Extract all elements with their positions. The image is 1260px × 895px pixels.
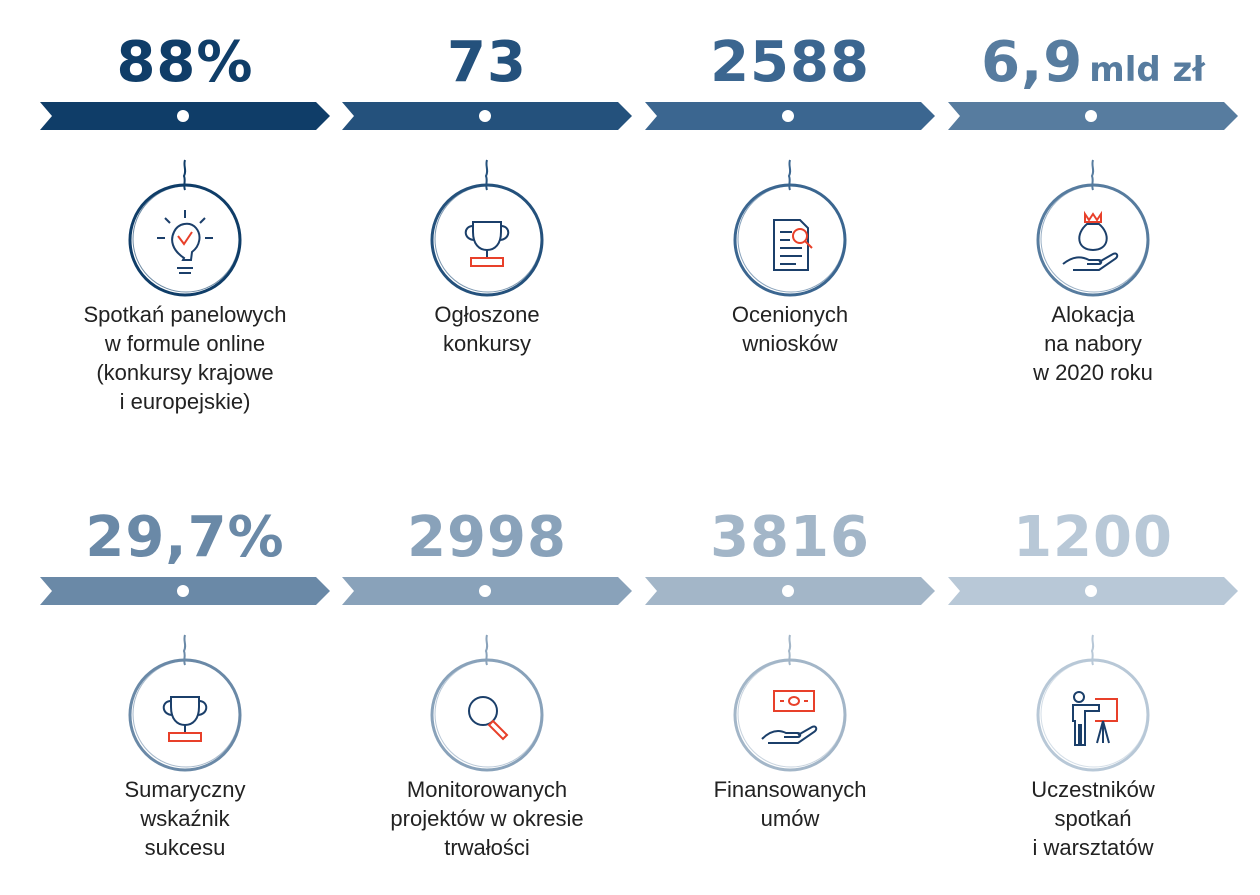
- stat-number: 2998: [407, 505, 567, 570]
- stat-number: 3816: [710, 505, 870, 570]
- stat-number: 1200: [1013, 505, 1173, 570]
- stat-label: Uczestników spotkań i warsztatów: [1031, 777, 1155, 860]
- ribbon-banner: [342, 102, 632, 130]
- banknote-hand-icon: [733, 634, 847, 772]
- stat-label: Ogłoszone konkursy: [434, 302, 540, 356]
- stat-value: 1200: [948, 503, 1238, 573]
- stat-number: 6,9: [981, 30, 1084, 95]
- trophy-icon: [128, 634, 242, 772]
- ribbon-banner: [342, 577, 632, 605]
- stat-value: 88%: [40, 28, 330, 98]
- stat-number: 29,7%: [85, 505, 285, 570]
- ribbon-banner: [948, 102, 1238, 130]
- stat-number: 88%: [116, 30, 254, 95]
- magnifier-icon: [430, 634, 544, 772]
- stat-value: 6,9 mld zł: [948, 28, 1238, 98]
- stat-number: 2588: [710, 30, 870, 95]
- stat-number: 73: [447, 30, 527, 95]
- ribbon-banner: [645, 102, 935, 130]
- stat-value: 73: [342, 28, 632, 98]
- presenter-board-icon: [1036, 634, 1150, 772]
- document-search-icon: [733, 159, 847, 297]
- stat-label: Ocenionych wniosków: [731, 302, 849, 356]
- stat-value: 3816: [645, 503, 935, 573]
- stat-label: Spotkań panelowych w formule online (kon…: [83, 302, 287, 414]
- ribbon-banner: [40, 102, 330, 130]
- money-bag-hand-icon: [1036, 159, 1150, 297]
- stat-value: 2588: [645, 28, 935, 98]
- lightbulb-check-icon: [128, 159, 242, 297]
- stat-unit: mld zł: [1089, 50, 1205, 90]
- ribbon-banner: [948, 577, 1238, 605]
- trophy-icon: [430, 159, 544, 297]
- ribbon-banner: [40, 577, 330, 605]
- ribbon-banner: [645, 577, 935, 605]
- stat-label: Monitorowanych projektów w okresie trwał…: [390, 777, 584, 860]
- stat-value: 29,7%: [40, 503, 330, 573]
- stat-label: Alokacja na nabory w 2020 roku: [1033, 302, 1153, 385]
- stat-label: Finansowanych umów: [713, 777, 867, 831]
- stat-value: 2998: [342, 503, 632, 573]
- stat-label: Sumaryczny wskaźnik sukcesu: [124, 777, 246, 860]
